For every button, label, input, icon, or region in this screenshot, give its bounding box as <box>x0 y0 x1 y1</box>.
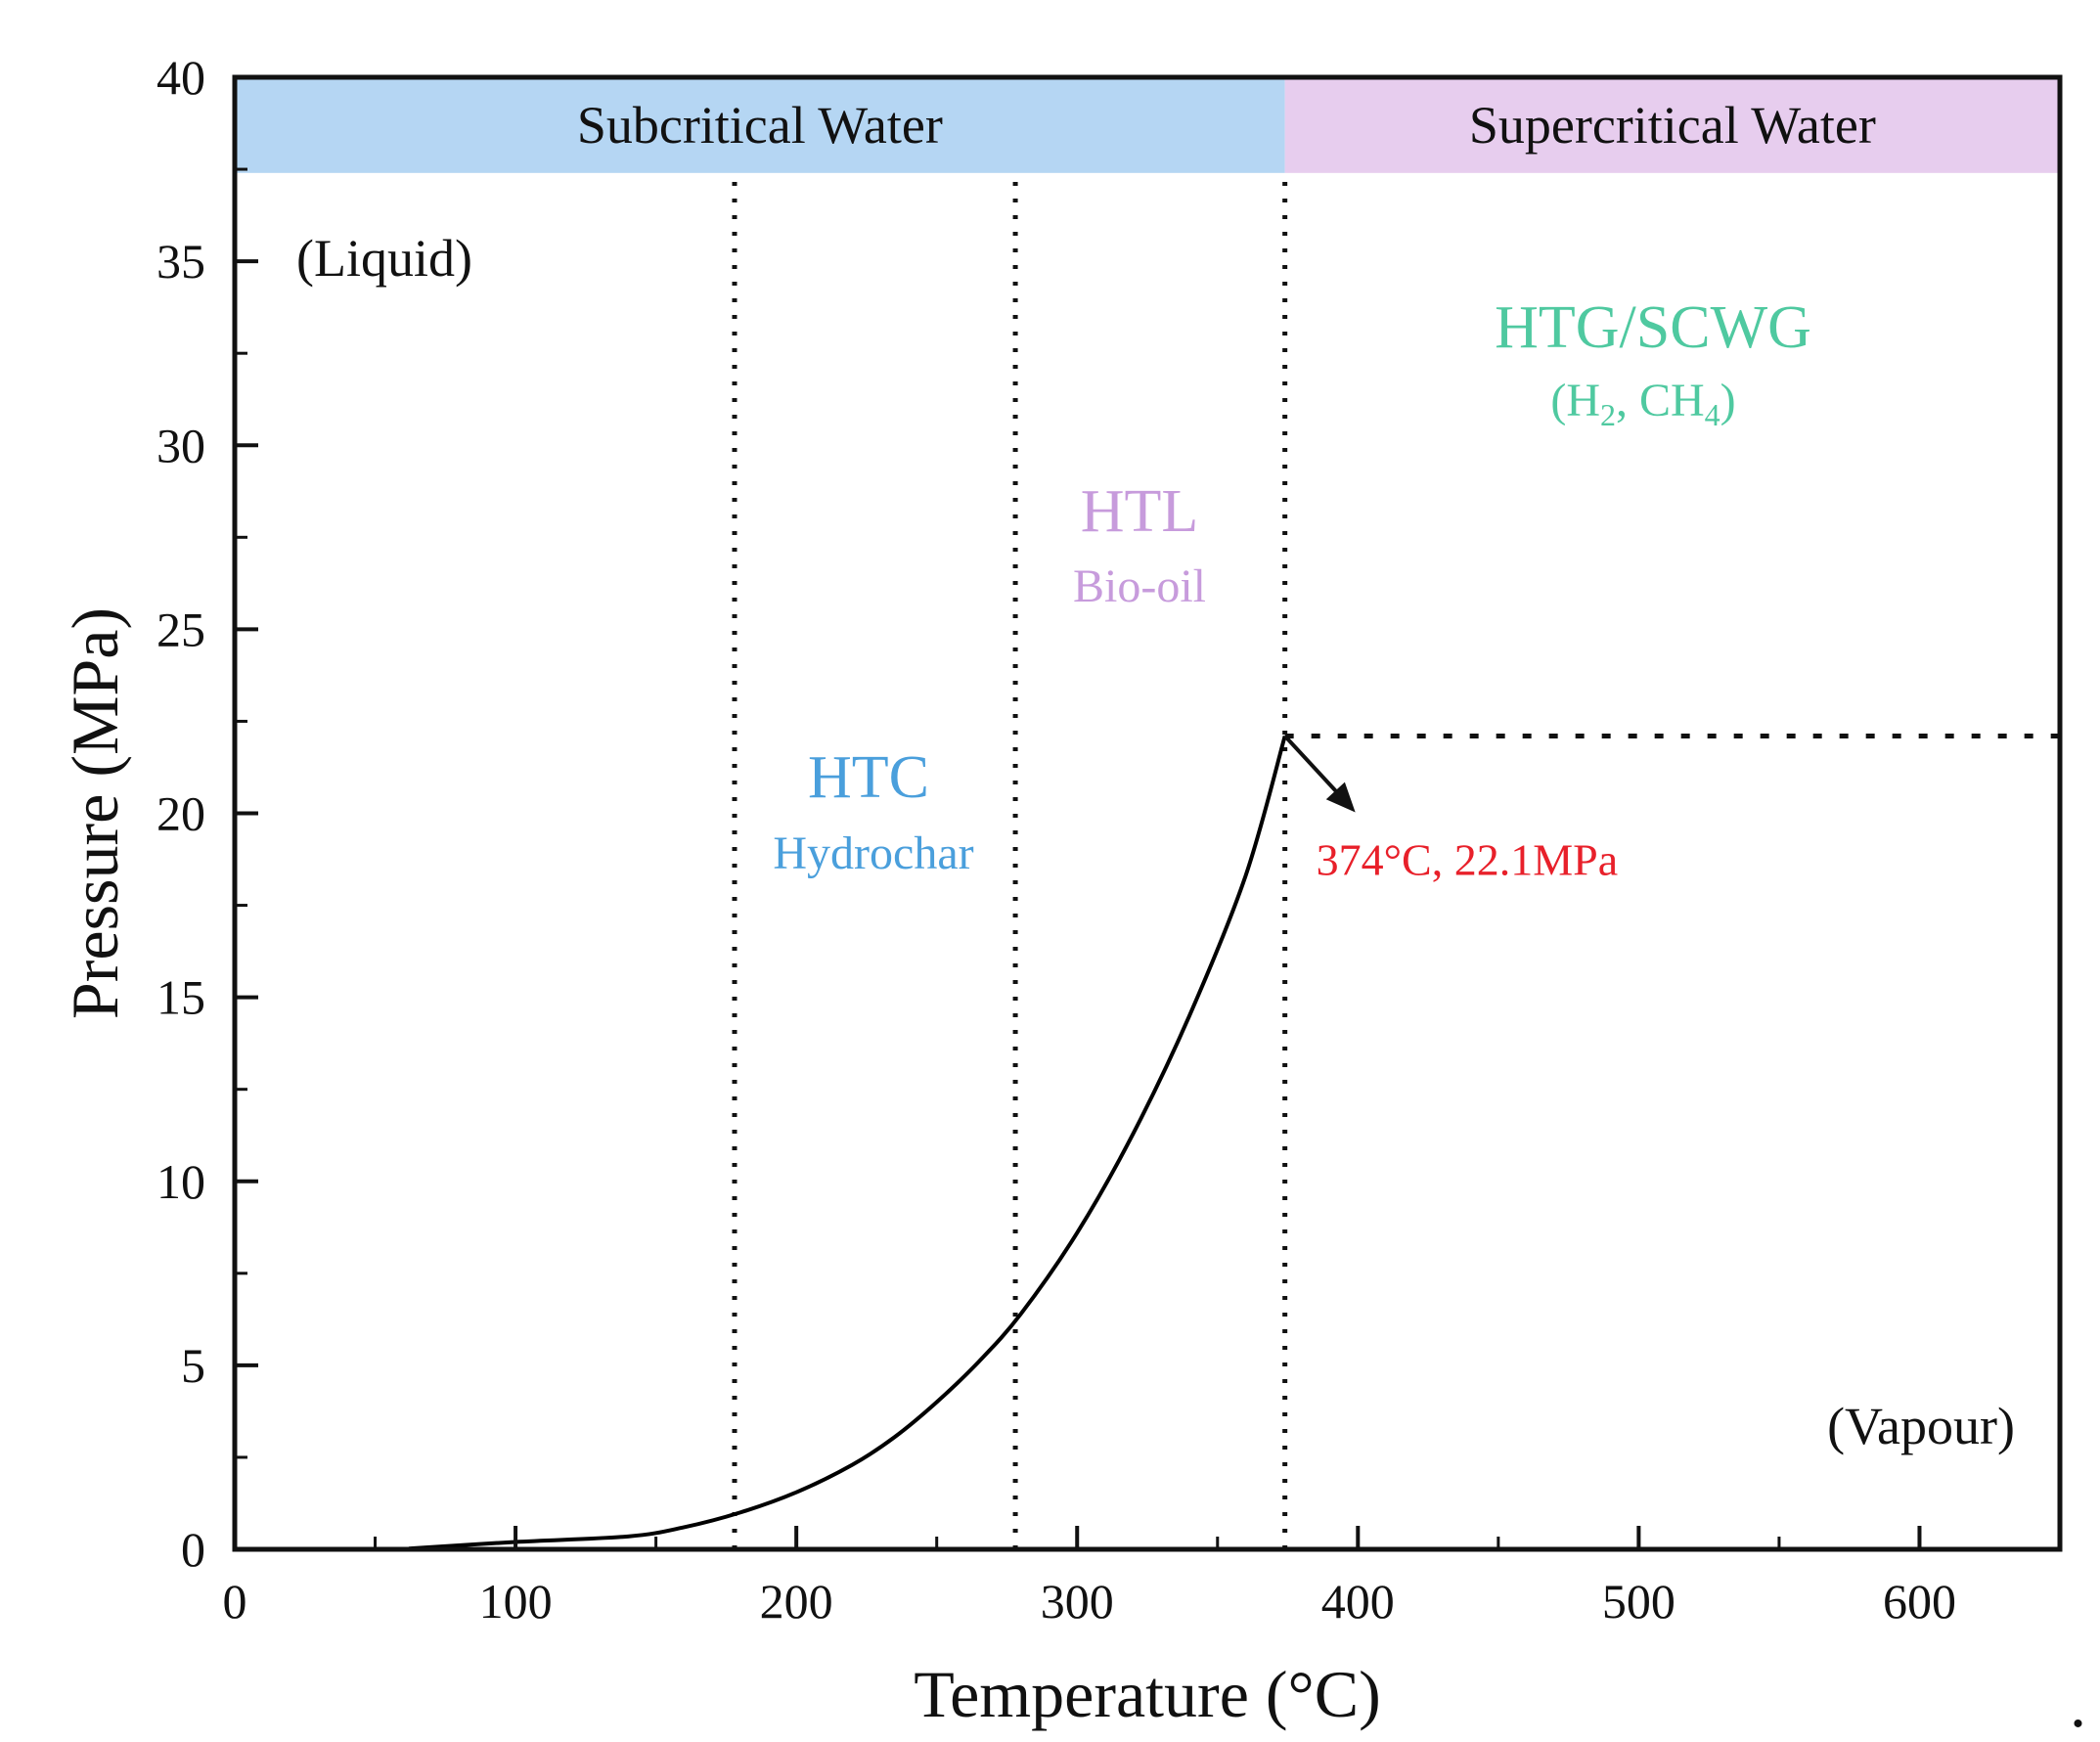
critical-point-arrow <box>1283 735 1348 803</box>
y-tick-label: 40 <box>156 50 205 105</box>
x-axis-title: Temperature (°C) <box>914 1657 1380 1731</box>
x-tick-label: 500 <box>1602 1574 1676 1629</box>
critical-point-arrowhead <box>1325 782 1356 813</box>
subcritical-label: Subcritical Water <box>577 96 943 155</box>
y-tick-label: 10 <box>156 1154 205 1209</box>
y-tick-label: 15 <box>156 970 205 1025</box>
htg-title: HTG/SCWG <box>1495 294 1811 361</box>
axis-ticks <box>233 75 1922 1551</box>
y-tick-label: 25 <box>156 602 205 656</box>
htg-sub-part: (H <box>1550 375 1600 426</box>
vapour-phase-label: (Vapour) <box>1827 1397 2015 1455</box>
subcritical-band <box>235 77 1285 173</box>
htg-sub-part: , CH <box>1616 375 1705 426</box>
trailing-period: . <box>2070 1667 2086 1741</box>
htl-subtitle: Bio-oil <box>1073 560 1206 612</box>
y-tick-label: 5 <box>181 1338 205 1393</box>
x-tick-label: 100 <box>479 1574 553 1629</box>
supercritical-band <box>1284 77 2060 173</box>
htl-title: HTL <box>1081 478 1199 545</box>
x-tick-label: 0 <box>223 1574 247 1629</box>
y-tick-label: 30 <box>156 418 205 472</box>
htg-sub-part: ) <box>1720 375 1736 426</box>
htg-subtitle: (H2, CH4) <box>1550 375 1735 432</box>
y-tick-label: 20 <box>156 786 205 841</box>
y-tick-label: 35 <box>156 234 205 289</box>
htc-subtitle: Hydrochar <box>773 827 973 879</box>
vapour-pressure-curve <box>408 735 1287 1551</box>
y-tick-label: 0 <box>181 1522 205 1577</box>
htc-title: HTC <box>808 744 929 811</box>
x-tick-labels: 0 100 200 300 400 500 600 <box>223 1574 1956 1629</box>
x-tick-label: 600 <box>1883 1574 1956 1629</box>
liquid-phase-label: (Liquid) <box>296 229 472 288</box>
critical-point-label: 374°C, 22.1MPa <box>1317 834 1618 884</box>
x-tick-label: 400 <box>1321 1574 1395 1629</box>
y-tick-labels: 0 5 10 15 20 25 30 35 40 <box>156 50 205 1577</box>
htg-sub-subscript: 4 <box>1705 397 1720 432</box>
x-tick-label: 300 <box>1041 1574 1114 1629</box>
htg-sub-subscript: 2 <box>1600 397 1616 432</box>
x-tick-label: 200 <box>760 1574 833 1629</box>
supercritical-label: Supercritical Water <box>1469 96 1876 155</box>
y-axis-title: Pressure (MPa) <box>58 607 132 1019</box>
